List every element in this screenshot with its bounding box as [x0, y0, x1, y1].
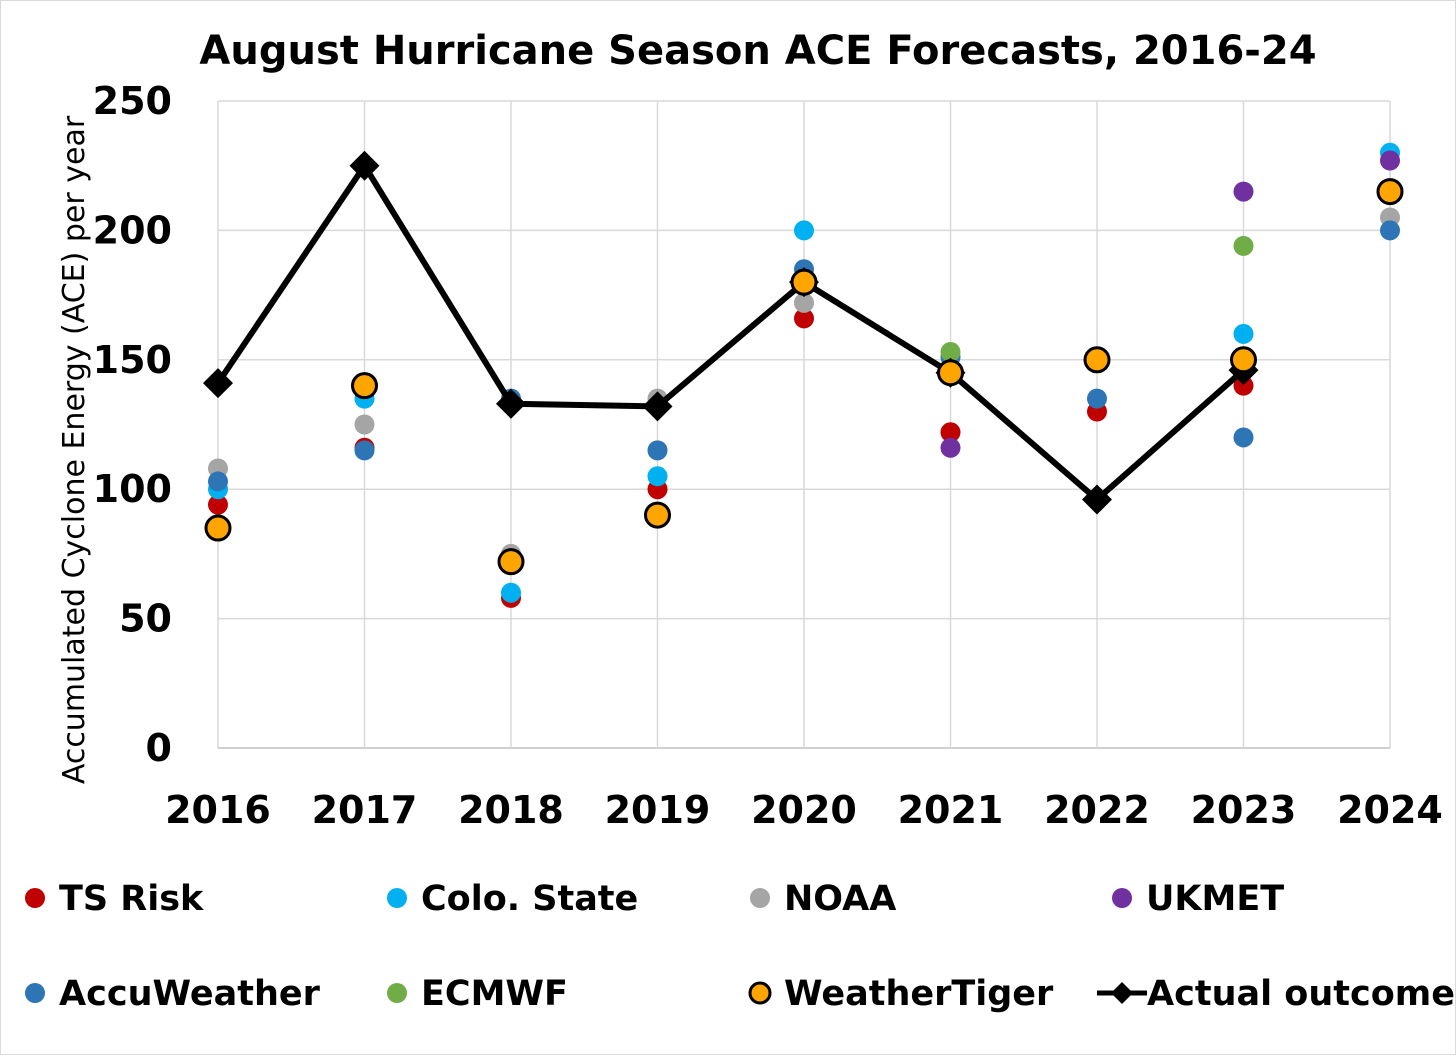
actual-outcome-point [642, 391, 673, 422]
legend-label-ts-risk: TS Risk [59, 879, 204, 919]
legend-label-colo-state: Colo. State [421, 879, 638, 919]
ts-risk-point [1233, 375, 1254, 396]
y-tick-label: 50 [119, 597, 172, 641]
weathertiger-point [790, 268, 818, 296]
colo-state-point [647, 466, 668, 487]
x-tick-label: 2020 [751, 788, 857, 832]
legend-label-weathertiger: WeatherTiger [784, 974, 1054, 1014]
x-tick-label: 2022 [1044, 788, 1150, 832]
y-tick-label: 100 [93, 467, 172, 511]
x-tick-label: 2017 [312, 788, 418, 832]
ts-risk-point [208, 494, 228, 515]
accuweather-point [1233, 427, 1254, 448]
x-tick-label: 2018 [458, 788, 564, 832]
actual-outcome-line [215, 160, 1246, 504]
accuweather-point [1087, 388, 1107, 409]
weathertiger-point [1083, 346, 1111, 374]
legend-marker-icon [25, 888, 45, 908]
legend-marker-icon [750, 888, 770, 908]
accuweather-point [647, 440, 668, 461]
actual-outcome-point [349, 150, 380, 181]
weathertiger-point [497, 548, 525, 576]
ukmet-point [1233, 181, 1254, 202]
ts-risk-point [940, 422, 961, 443]
x-tick-label: 2019 [605, 788, 711, 832]
y-tick-label: 150 [93, 338, 172, 382]
legend-label-noaa: NOAA [784, 879, 896, 919]
legend-label-ukmet: UKMET [1146, 879, 1284, 919]
actual-outcome-point [203, 368, 233, 399]
weathertiger-point [204, 514, 232, 542]
colo-state-point [1233, 323, 1254, 344]
x-tick-label: 2016 [165, 788, 271, 832]
accuweather-point [1380, 220, 1400, 241]
legend-marker-icon [1112, 888, 1132, 908]
weathertiger-point [937, 359, 964, 387]
legend-marker-icon [387, 888, 407, 908]
weathertiger-point [351, 372, 378, 400]
weathertiger-point [644, 501, 671, 529]
x-tick-label: 2023 [1191, 788, 1297, 832]
weathertiger-point [1230, 346, 1257, 374]
legend-label-ecmwf: ECMWF [421, 974, 568, 1014]
legend-diamond-icon [1111, 982, 1133, 1004]
ecmwf-point [1233, 235, 1254, 256]
actual-outcome-point [1082, 484, 1112, 515]
y-tick-label: 250 [93, 79, 172, 123]
colo-state-point [501, 582, 521, 603]
ukmet-point [940, 437, 961, 458]
accuweather-point [354, 440, 375, 461]
y-tick-label: 200 [93, 208, 172, 252]
ecmwf-point [940, 342, 961, 363]
ts-risk-point [794, 308, 814, 329]
legend-label-actual-outcome: Actual outcome [1147, 974, 1455, 1014]
chart-title: August Hurricane Season ACE Forecasts, 2… [199, 28, 1316, 74]
legend-marker-icon [25, 983, 45, 1003]
ukmet-point [1380, 150, 1400, 171]
weathertiger-point [1376, 178, 1404, 206]
legend-marker-icon [387, 983, 407, 1003]
legend-label-accuweather: AccuWeather [59, 974, 321, 1014]
y-axis-label: Accumulated Cyclone Energy (ACE) per yea… [57, 115, 92, 784]
y-tick-label: 0 [146, 726, 172, 770]
x-tick-label: 2021 [898, 788, 1004, 832]
x-tick-label: 2024 [1337, 788, 1443, 832]
colo-state-point [794, 220, 814, 241]
legend-marker-icon [748, 981, 772, 1005]
actual-outcome-point [496, 388, 526, 419]
noaa-point [794, 292, 814, 313]
accuweather-point [208, 471, 228, 492]
noaa-point [354, 414, 375, 435]
